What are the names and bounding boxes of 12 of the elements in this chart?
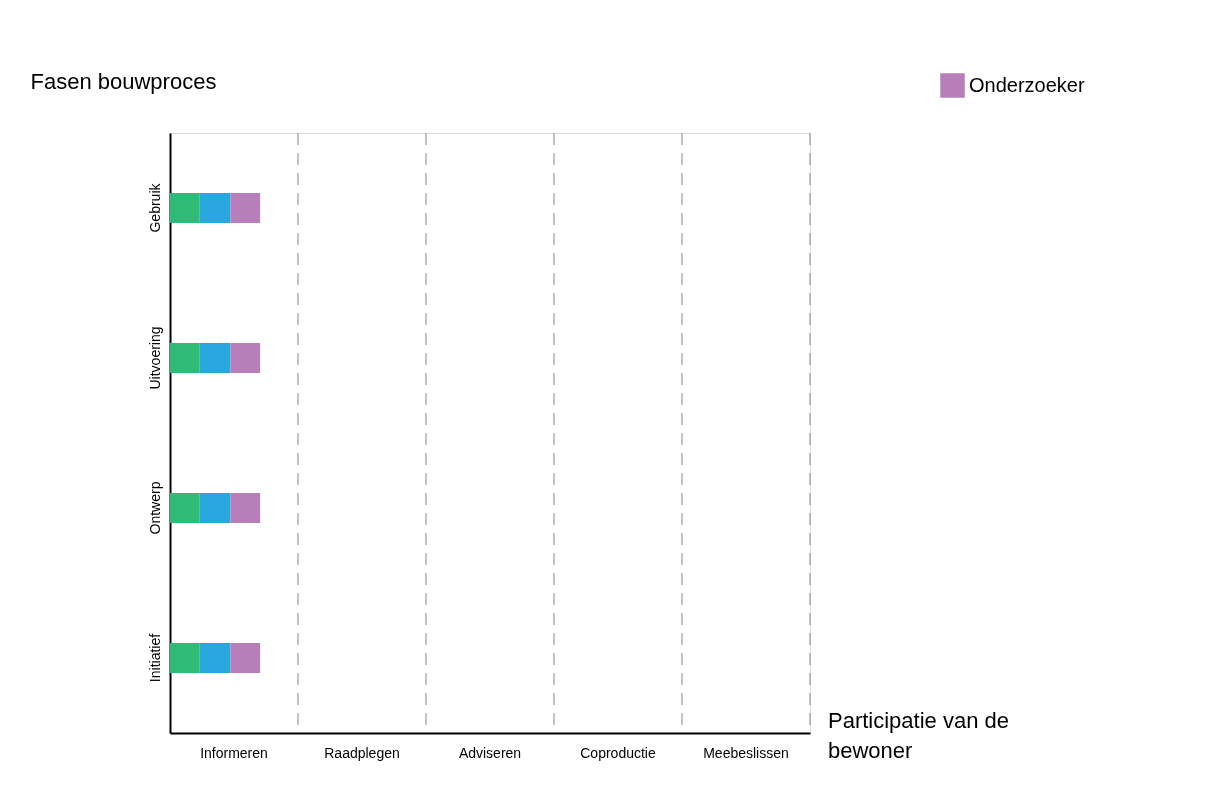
text: Adviseren xyxy=(458,745,522,761)
text: Coproductie xyxy=(580,745,656,761)
text: Participatie van de bewoner xyxy=(828,708,1009,763)
y-tick-label: Ontwerp xyxy=(146,481,163,535)
text: Informeren xyxy=(200,745,268,761)
legend-label: Onderzoeker xyxy=(969,73,1085,96)
y-tick-label: Initiatief xyxy=(146,633,163,683)
y-axis-title: Fasen bouwproces xyxy=(30,68,217,94)
text: Raadplegen xyxy=(324,745,400,761)
y-tick-label: Uitvoering xyxy=(146,326,163,390)
y-tick-label: Gebruik xyxy=(146,182,163,233)
text: Meebeslissen xyxy=(703,745,789,761)
